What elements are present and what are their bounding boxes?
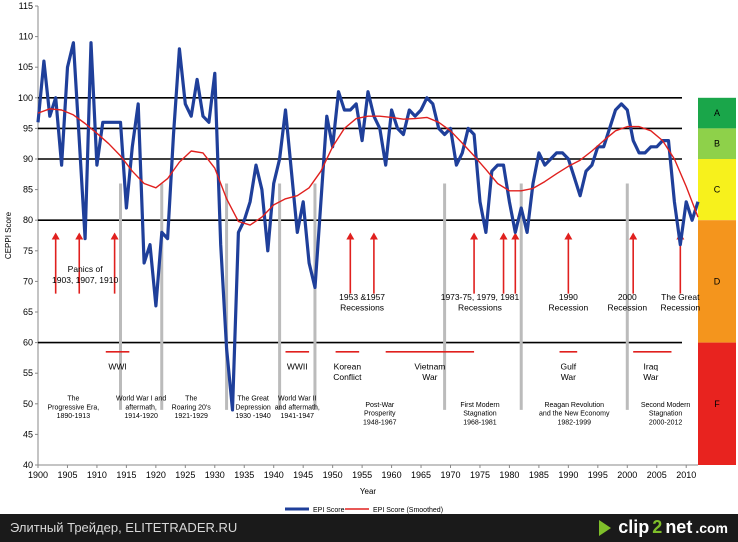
- logo-text-com: .com: [695, 519, 728, 536]
- recession-arrow-head: [470, 232, 479, 240]
- x-tick-label: 1980: [499, 470, 519, 480]
- y-tick-label: 65: [23, 307, 33, 317]
- x-tick-label: 1965: [411, 470, 431, 480]
- recession-label: 1990 Recession: [549, 292, 589, 313]
- x-tick-label: 1970: [440, 470, 460, 480]
- x-tick-label: 1915: [116, 470, 136, 480]
- x-tick-label: 1960: [382, 470, 402, 480]
- era-label: Second Modern Stagnation 2000-2012: [641, 402, 691, 427]
- recession-arrow-head: [369, 232, 378, 240]
- logo-text-clip: clip: [618, 517, 650, 537]
- recession-arrow-head: [511, 232, 520, 240]
- era-label: The Great Depression 1930 -1940: [235, 396, 271, 421]
- era-label: Post-War Prosperity 1948-1967: [363, 402, 397, 427]
- grade-band-f: [698, 342, 736, 465]
- grade-band-b: [698, 128, 736, 159]
- chart-svg: A B C D F 40 45 50 55 60 65 70 75 80 85 90 95 100 105 110 11…: [4, 1, 736, 514]
- y-tick-label: 50: [23, 399, 33, 409]
- era-label: World War II and aftermath, 1941-1947: [275, 396, 320, 421]
- x-tick-label: 1925: [175, 470, 195, 480]
- recession-arrow-head: [564, 232, 573, 240]
- recession-label: Panics of 1903, 1907, 1910: [52, 264, 118, 285]
- recession-label: 2000 Recession: [607, 292, 647, 313]
- y-tick-label: 95: [23, 123, 33, 133]
- era-label: The Roaring 20's 1921-1929: [172, 396, 212, 421]
- y-tick-label: 55: [23, 368, 33, 378]
- x-tick-label: 1910: [87, 470, 107, 480]
- era-label: World War I and aftermath, 1914-1920: [116, 396, 166, 421]
- x-tick-label: 1920: [146, 470, 166, 480]
- recession-arrow-head: [51, 232, 60, 240]
- x-tick-label: 1935: [234, 470, 254, 480]
- era-label: First Modern Stagnation 1968-1981: [460, 402, 499, 427]
- x-tick-label: 1950: [323, 470, 343, 480]
- clip2net-logo[interactable]: clip 2 net .com: [599, 517, 728, 538]
- x-axis-title: Year: [360, 487, 377, 496]
- x-tick-label: 1905: [57, 470, 77, 480]
- war-label: Vietnam War: [414, 362, 445, 383]
- x-tick-label: 1940: [264, 470, 284, 480]
- x-tick-label: 1975: [470, 470, 490, 480]
- x-tick-label: 2005: [647, 470, 667, 480]
- grade-band-label-a: A: [714, 108, 720, 118]
- x-tick-label: 1945: [293, 470, 313, 480]
- y-tick-label: 45: [23, 429, 33, 439]
- recession-arrow-head: [346, 232, 355, 240]
- x-tick-label: 1985: [529, 470, 549, 480]
- war-label: Iraq War: [643, 362, 658, 383]
- logo-text-net: net: [665, 517, 693, 537]
- grade-band-label-b: B: [714, 139, 720, 149]
- y-tick-label: 110: [19, 32, 33, 42]
- x-tick-label: 1900: [28, 470, 48, 480]
- series-line-epi-smoothed: [37, 108, 699, 226]
- y-tick-label: 60: [23, 338, 33, 348]
- x-tick-label: 2000: [617, 470, 637, 480]
- war-label: WWII: [287, 362, 308, 372]
- y-tick-label: 40: [23, 460, 33, 470]
- x-tick-label: 2010: [676, 470, 696, 480]
- y-tick-label: 115: [19, 1, 33, 11]
- x-tick-label: 1990: [558, 470, 578, 480]
- recession-label: 1953 &1957 Recessions: [339, 292, 385, 313]
- recession-arrow-head: [75, 232, 84, 240]
- recession-label: 1973-75, 1979, 1981 Recessions: [441, 292, 520, 313]
- y-tick-label: 80: [23, 215, 33, 225]
- x-tick-label: 1930: [205, 470, 225, 480]
- y-tick-label: 75: [23, 246, 33, 256]
- recession-arrow-head: [499, 232, 508, 240]
- y-axis-title: CEPPI Score: [4, 211, 13, 259]
- war-label: WWI: [108, 362, 126, 372]
- x-tick-label: 1995: [588, 470, 608, 480]
- grade-band-label-d: D: [714, 276, 721, 286]
- clip2net-arrow-icon: [599, 519, 612, 536]
- series-line-epi-score: [36, 41, 700, 412]
- y-tick-label: 105: [18, 62, 33, 72]
- war-label: Korean Conflict: [333, 362, 362, 383]
- footer-caption: Элитный Трейдер, ELITETRADER.RU: [10, 520, 238, 535]
- legend-entry: EPI Score: [313, 507, 345, 514]
- grade-band-a: [698, 97, 736, 129]
- recession-label: The Great Recession: [660, 292, 700, 313]
- recession-arrow-head: [110, 232, 119, 240]
- y-tick-label: 100: [18, 93, 33, 103]
- footer-bar: Элитный Трейдер, ELITETRADER.RU clip 2 n…: [0, 514, 738, 542]
- war-label: Gulf War: [561, 362, 577, 383]
- y-tick-label: 90: [23, 154, 33, 164]
- era-label: The Progressive Era, 1890-1913: [47, 396, 99, 421]
- grade-band-label-c: C: [714, 185, 721, 195]
- grade-band-d: [698, 220, 736, 343]
- grade-band-c: [698, 159, 736, 221]
- y-tick-label: 85: [23, 185, 33, 195]
- chart-area: A B C D F 40 45 50 55 60 65 70 75 80 85 90 95 100 105 110 11…: [0, 0, 738, 514]
- era-label: Reagan Revolution and the New Economy 1982…: [539, 402, 610, 427]
- recession-arrow-head: [629, 232, 638, 240]
- y-tick-label: 70: [23, 276, 33, 286]
- grade-band-label-f: F: [714, 399, 720, 409]
- legend-entry: EPI Score (Smoothed): [373, 507, 443, 514]
- x-tick-label: 1955: [352, 470, 372, 480]
- logo-text-2: 2: [652, 517, 663, 537]
